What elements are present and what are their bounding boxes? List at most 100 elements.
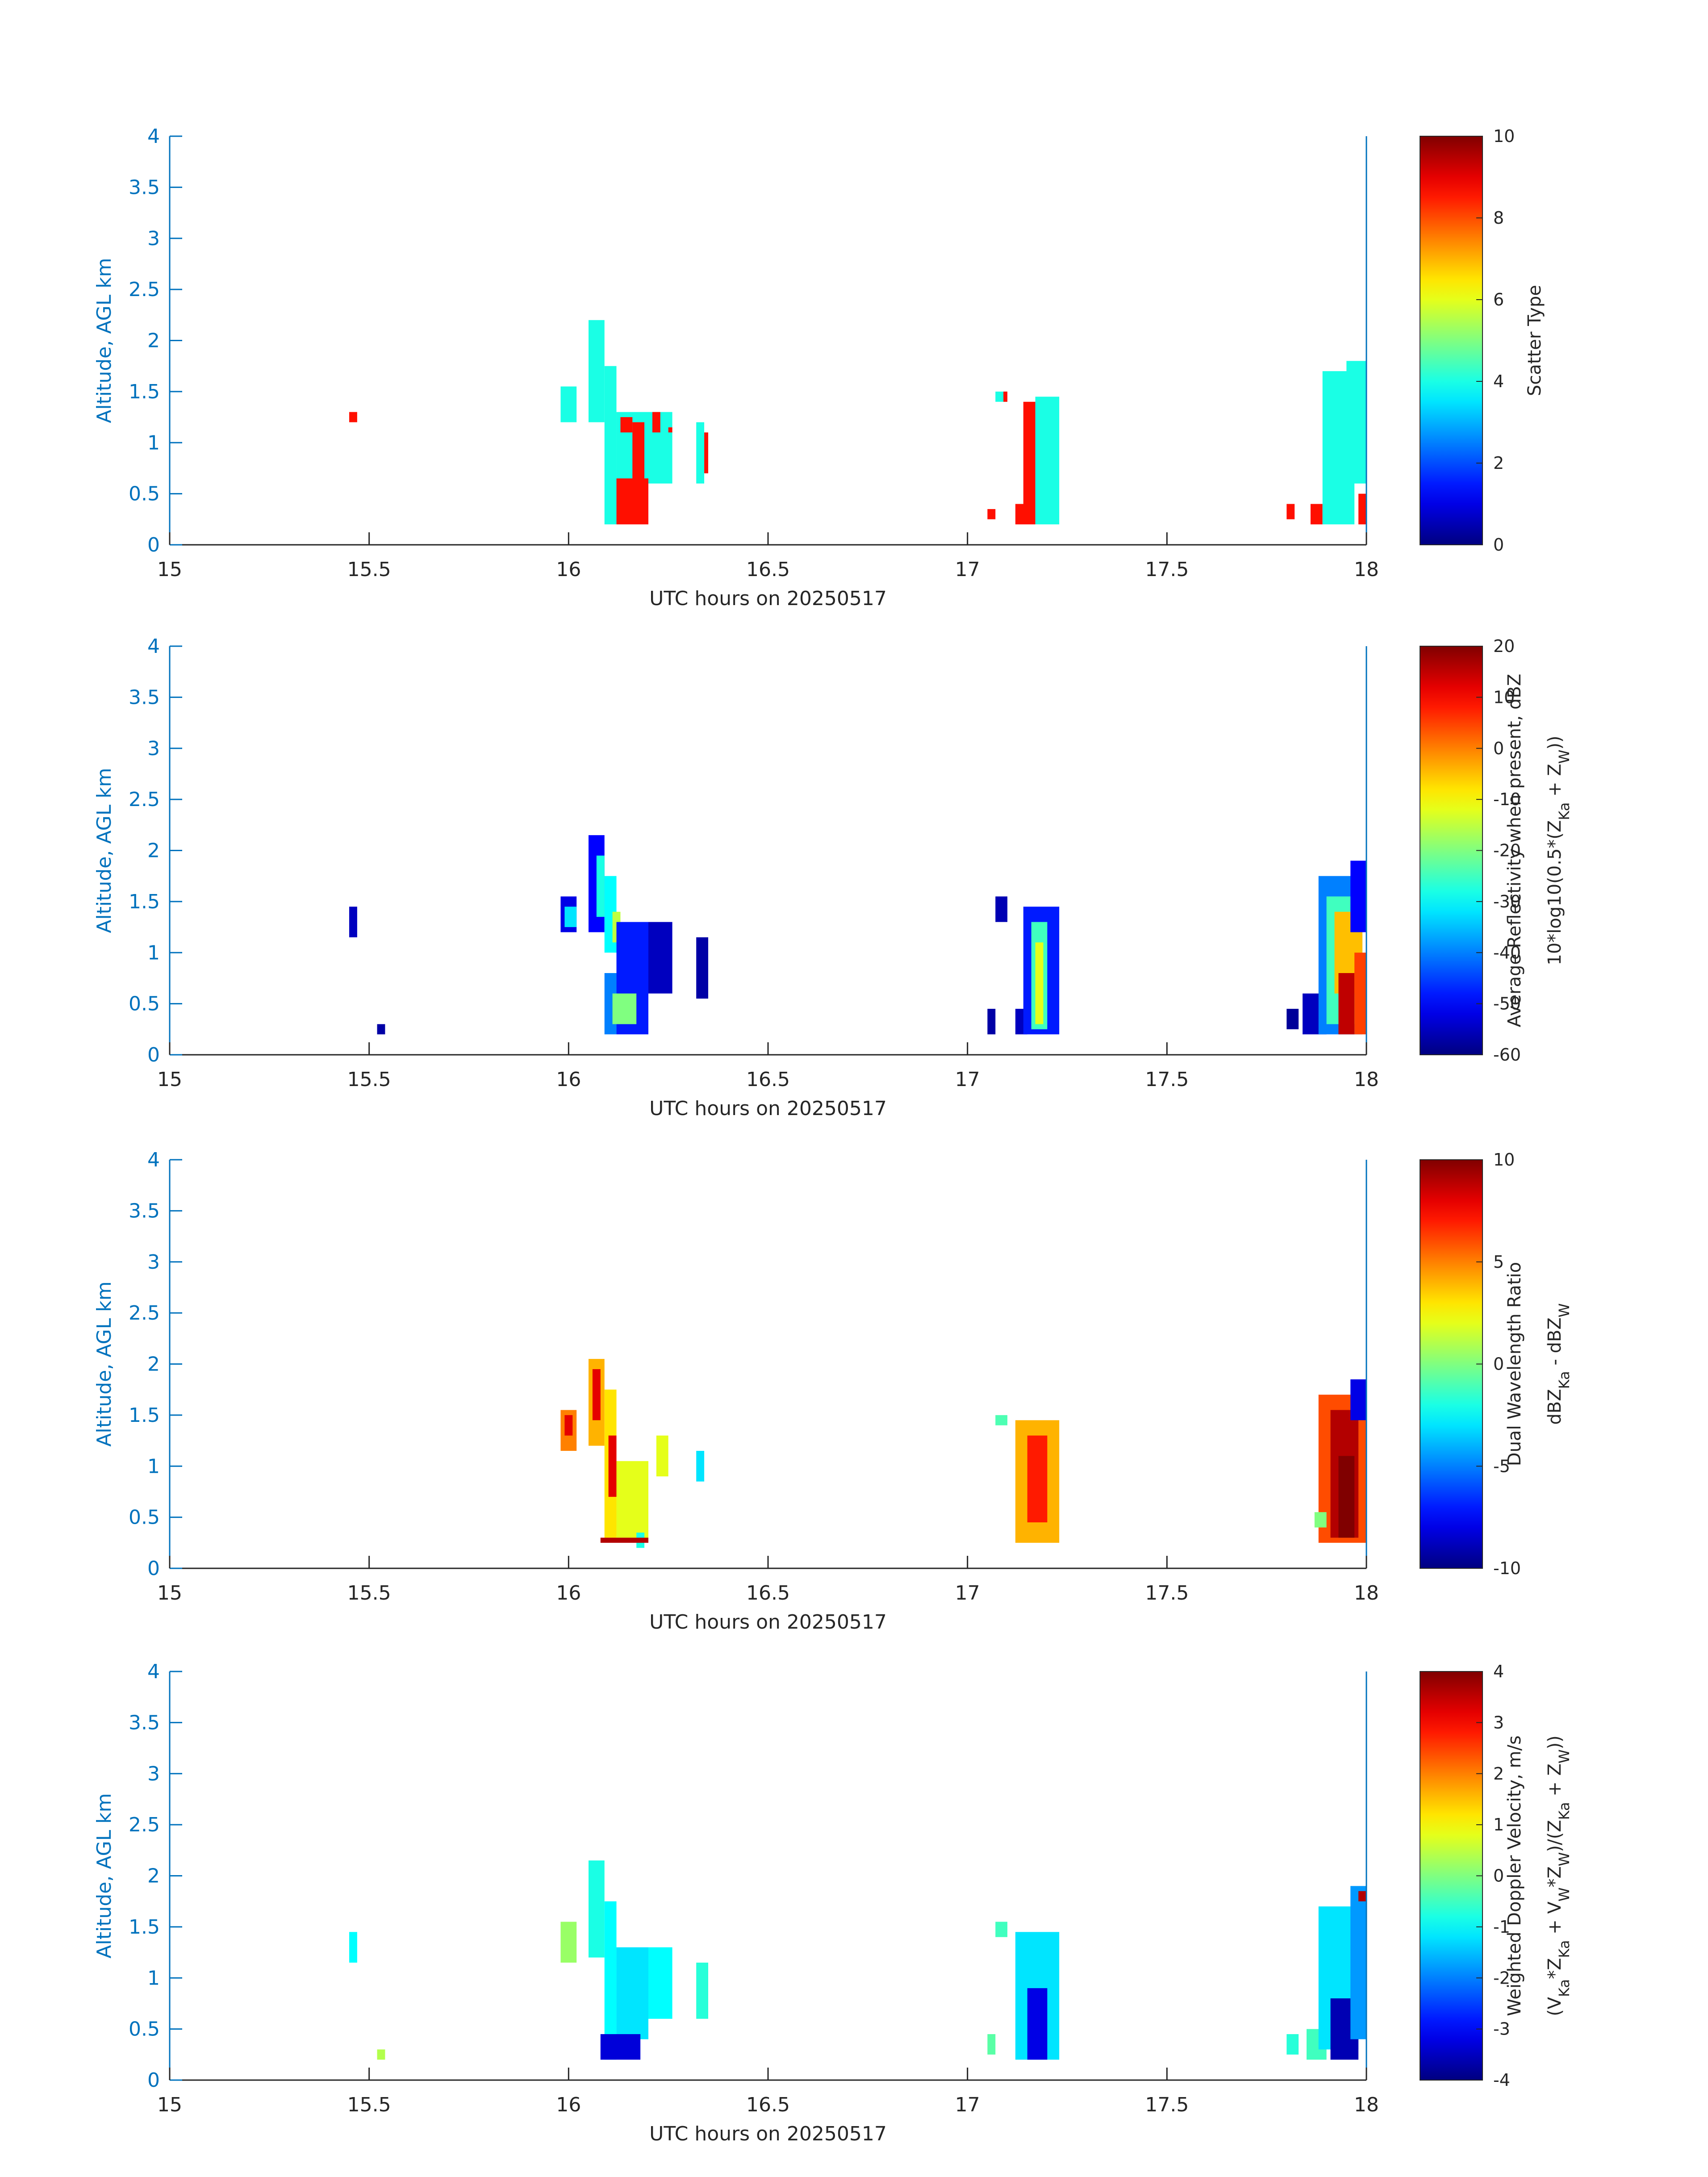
colorbar-tick-label: 0 — [1493, 739, 1504, 758]
colorbar-tick-label: -40 — [1493, 943, 1521, 962]
x-tick-label: 15.5 — [347, 2093, 391, 2116]
heatmap-cell — [1023, 401, 1036, 504]
y-tick-label: 3.5 — [129, 1199, 160, 1222]
y-axis-label: Altitude, AGL km — [93, 1281, 116, 1446]
colorbar-label: Weighted Doppler Velocity, m/s — [1504, 1735, 1525, 2016]
y-axis-label: Altitude, AGL km — [93, 768, 116, 933]
colorbar-tick-label: 5 — [1493, 1252, 1504, 1272]
x-tick-label: 15.5 — [347, 558, 391, 581]
colorbar-tick-label: -50 — [1493, 994, 1521, 1014]
colorbar — [1420, 136, 1483, 545]
heatmap-cell — [600, 2034, 641, 2060]
heatmap-cell — [377, 1024, 385, 1035]
x-tick-label: 17 — [955, 1068, 980, 1091]
heatmap-cell — [704, 432, 708, 473]
x-tick-label: 18 — [1354, 558, 1379, 581]
y-tick-label: 3.5 — [129, 1711, 160, 1734]
y-tick-label: 0 — [147, 2069, 160, 2092]
heatmap-cell — [1338, 1456, 1355, 1538]
heatmap-cell — [995, 1415, 1007, 1425]
y-tick-label: 4 — [147, 635, 160, 658]
colorbar-tick-label: -10 — [1493, 1559, 1521, 1578]
heatmap-cell — [560, 1922, 577, 1963]
colorbar-tick-label: 6 — [1493, 290, 1504, 309]
y-axis-label: Altitude, AGL km — [93, 258, 116, 423]
colorbar-tick-label: 0 — [1493, 535, 1504, 555]
heatmap-cell — [620, 417, 633, 433]
heatmap-cell — [589, 1860, 605, 1958]
colorbar-tick-label: -3 — [1493, 2019, 1510, 2039]
x-tick-label: 16.5 — [746, 1582, 790, 1605]
heatmap-cell — [1003, 391, 1007, 402]
y-tick-label: 2 — [147, 1353, 160, 1376]
x-tick-label: 15.5 — [347, 1068, 391, 1091]
heatmap-cell — [1015, 504, 1036, 525]
heatmap-cell — [1286, 504, 1295, 519]
heatmap-cell — [656, 1435, 668, 1477]
panel-2: 0 0.5 1 1.5 2 2.5 3 3.5 4 15 15.5 16 16.5 17 17.5 18 UTC… — [93, 635, 1573, 1120]
y-axis-label: Altitude, AGL km — [93, 1793, 116, 1958]
colorbar — [1420, 1671, 1483, 2081]
y-tick-label: 2.5 — [129, 1302, 160, 1325]
x-tick-label: 17.5 — [1145, 1582, 1189, 1605]
heatmap-cell — [600, 1538, 648, 1543]
heatmap-cell — [1346, 361, 1366, 484]
heatmap-cells — [349, 835, 1366, 1035]
colorbar-tick-label: 8 — [1493, 208, 1504, 228]
colorbar-tick-label: -5 — [1493, 1456, 1510, 1476]
colorbar-tick-label: -1 — [1493, 1917, 1510, 1937]
heatmap-cell — [1350, 1886, 1366, 2039]
heatmap-cell — [696, 422, 705, 484]
y-tick-label: 0 — [147, 1557, 160, 1580]
x-tick-label: 15 — [157, 2093, 182, 2116]
heatmap-cell — [589, 320, 605, 422]
heatmap-cell — [648, 922, 672, 994]
x-tick-label: 16.5 — [746, 1068, 790, 1091]
y-tick-label: 0.5 — [129, 993, 160, 1015]
colorbar-tick-label: 1 — [1493, 1815, 1504, 1834]
colorbar-tick-label: -2 — [1493, 1968, 1510, 1988]
colorbar-label: Scatter Type — [1524, 285, 1545, 396]
heatmap-cell — [1035, 397, 1060, 525]
colorbar-tick-label: 2 — [1493, 1764, 1504, 1784]
y-tick-label: 4 — [147, 1149, 160, 1171]
heatmap-cell — [987, 2034, 996, 2055]
y-tick-label: 1.5 — [129, 1404, 160, 1427]
colorbar-tick-label: 3 — [1493, 1713, 1504, 1732]
x-axis-label: UTC hours on 20250517 — [649, 1611, 887, 1634]
heatmap-cell — [1286, 2034, 1299, 2055]
colorbar — [1420, 646, 1483, 1055]
heatmap-cell — [696, 937, 708, 999]
x-axis-label: UTC hours on 20250517 — [649, 2123, 887, 2145]
y-tick-label: 1 — [147, 1967, 160, 1989]
heatmap-cells — [349, 1860, 1366, 2060]
y-tick-label: 2.5 — [129, 788, 160, 811]
y-tick-label: 0 — [147, 534, 160, 556]
heatmap-cell — [668, 427, 672, 433]
colorbar-tick-label: 10 — [1493, 687, 1515, 707]
heatmap-cells — [349, 320, 1366, 525]
heatmap-cell — [1286, 1009, 1299, 1029]
heatmap-cell — [608, 1435, 617, 1497]
heatmap-cell — [1027, 1988, 1048, 2060]
x-tick-label: 17.5 — [1145, 1068, 1189, 1091]
panel-4: 0 0.5 1 1.5 2 2.5 3 3.5 4 15 15.5 16 16.5 17 17.5 18 UTC… — [93, 1660, 1573, 2145]
y-tick-label: 4 — [147, 1660, 160, 1683]
heatmap-cell — [612, 993, 637, 1024]
heatmap-cell — [987, 1009, 996, 1035]
heatmap-cell — [987, 509, 996, 519]
colorbar-tick-label: -20 — [1493, 841, 1521, 861]
y-tick-label: 3 — [147, 227, 160, 250]
x-tick-label: 18 — [1354, 1068, 1379, 1091]
y-tick-label: 0.5 — [129, 483, 160, 506]
heatmap-cell — [349, 412, 357, 422]
heatmap-cell — [377, 2049, 385, 2060]
x-tick-label: 15 — [157, 1068, 182, 1091]
y-tick-label: 1.5 — [129, 890, 160, 913]
heatmap-cell — [1358, 493, 1366, 525]
heatmap-cell — [1350, 861, 1366, 932]
heatmap-cell — [995, 1922, 1007, 1937]
y-tick-label: 0 — [147, 1044, 160, 1066]
x-tick-label: 15.5 — [347, 1582, 391, 1605]
heatmap-cell — [696, 1450, 705, 1482]
